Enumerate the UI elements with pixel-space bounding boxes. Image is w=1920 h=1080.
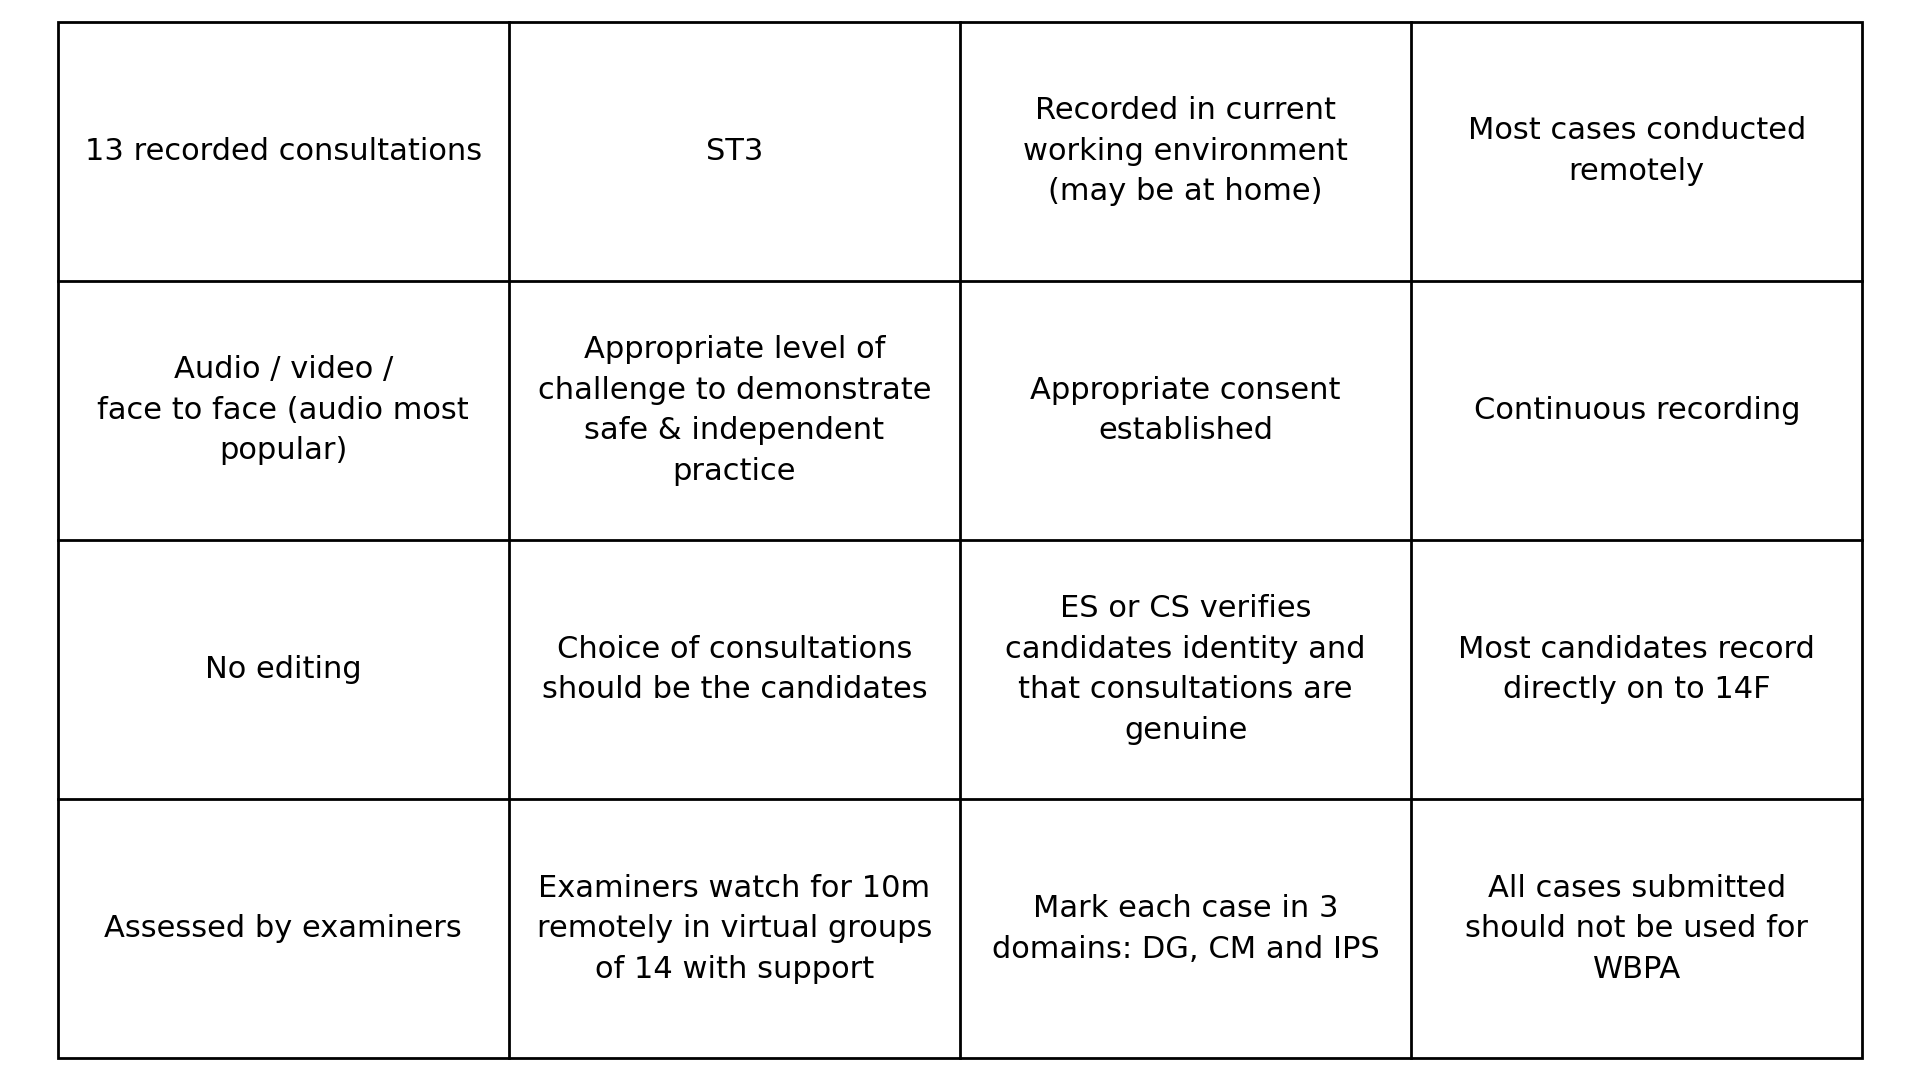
Text: ST3: ST3 [707,137,762,165]
Text: No editing: No editing [205,656,361,684]
Text: Appropriate consent
established: Appropriate consent established [1031,376,1340,445]
Text: 13 recorded consultations: 13 recorded consultations [84,137,482,165]
Text: Choice of consultations
should be the candidates: Choice of consultations should be the ca… [541,635,927,704]
Text: Most candidates record
directly on to 14F: Most candidates record directly on to 14… [1459,635,1814,704]
Text: Recorded in current
working environment
(may be at home): Recorded in current working environment … [1023,96,1348,206]
Text: Assessed by examiners: Assessed by examiners [104,915,463,943]
Text: All cases submitted
should not be used for
WBPA: All cases submitted should not be used f… [1465,874,1809,984]
Text: Most cases conducted
remotely: Most cases conducted remotely [1467,117,1807,186]
Text: Audio / video /
face to face (audio most
popular): Audio / video / face to face (audio most… [98,355,468,465]
Text: Continuous recording: Continuous recording [1473,396,1801,424]
Text: Mark each case in 3
domains: DG, CM and IPS: Mark each case in 3 domains: DG, CM and … [993,894,1379,963]
Text: Examiners watch for 10m
remotely in virtual groups
of 14 with support: Examiners watch for 10m remotely in virt… [538,874,931,984]
Text: ES or CS verifies
candidates identity and
that consultations are
genuine: ES or CS verifies candidates identity an… [1006,594,1365,745]
Text: Appropriate level of
challenge to demonstrate
safe & independent
practice: Appropriate level of challenge to demons… [538,335,931,486]
